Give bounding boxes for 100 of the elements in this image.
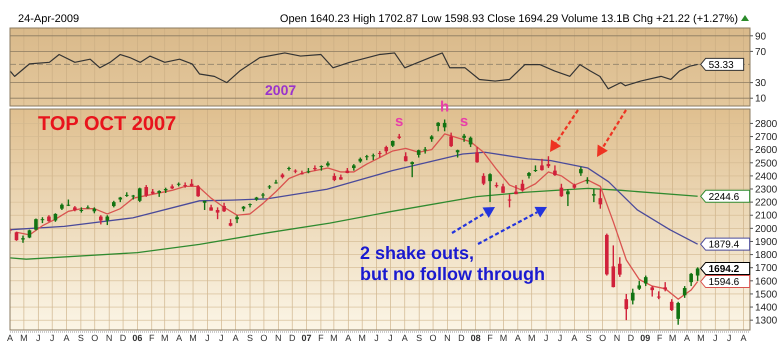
x-tick-label: S <box>416 333 422 343</box>
candlestick <box>40 216 44 224</box>
y-tick-label: 2200 <box>755 198 778 209</box>
candlestick <box>560 183 564 198</box>
x-tick-label: D <box>628 333 635 343</box>
data-label: 2244.6 <box>708 192 740 203</box>
x-tick-label: M <box>500 333 508 343</box>
y-tick-label: 1800 <box>755 250 778 262</box>
x-tick-label: F <box>149 333 156 343</box>
candlestick <box>482 172 486 186</box>
chart-subtitle: Open 1640.23 High 1702.87 Low 1598.93 Close 1694.29 Volume 13.1B Chg +21.22 (+1.27%) <box>280 13 738 25</box>
x-tick-label: A <box>402 333 408 343</box>
line-series <box>16 133 698 300</box>
x-tick-label: J <box>558 333 562 343</box>
candlestick <box>144 184 148 198</box>
y-tick-label: 10 <box>755 94 767 105</box>
candlestick <box>14 230 18 242</box>
text: 1694.2 <box>708 264 740 275</box>
y-tick-label: 1300 <box>755 316 778 327</box>
x-tick-label: N <box>444 333 451 343</box>
x-tick-label: A <box>64 333 70 343</box>
x-tick-label: D <box>288 333 296 343</box>
annotation: s <box>460 112 468 130</box>
candlestick <box>216 206 220 220</box>
candlestick <box>99 214 103 226</box>
candlestick <box>663 281 668 292</box>
candlestick <box>475 146 479 164</box>
candlestick <box>618 256 622 278</box>
y-tick-label: 2300 <box>755 184 778 196</box>
data-label: 1879.4 <box>708 240 740 251</box>
x-tick-label: J <box>712 333 718 343</box>
x-tick-label: S <box>78 333 84 343</box>
candlestick <box>670 298 674 312</box>
x-tick-label: A <box>740 333 747 343</box>
y-tick-label: 70 <box>755 46 767 58</box>
y-tick-label: 1700 <box>755 263 778 274</box>
candlestick <box>488 172 492 203</box>
x-tick-label: N <box>275 333 282 343</box>
candlestick <box>676 301 680 326</box>
candlestick <box>442 118 446 132</box>
x-tick-label: J <box>374 333 379 343</box>
candlestick <box>612 244 616 288</box>
x-tick-label: 06 <box>132 333 142 343</box>
y-tick-label: 90 <box>755 31 767 42</box>
x-tick-label: J <box>726 333 732 343</box>
candlestick <box>449 132 453 148</box>
line-series <box>10 152 698 245</box>
y-tick-label: 1500 <box>755 289 778 300</box>
x-tick-label: M <box>668 333 676 343</box>
candlestick <box>696 266 700 282</box>
data-label: 1594.6 <box>708 277 740 288</box>
x-tick-label: A <box>6 333 14 343</box>
x-tick-label: J <box>205 333 210 343</box>
candlestick <box>514 184 518 195</box>
x-tick-label: 09 <box>640 333 650 343</box>
x-tick-label: N <box>106 333 112 343</box>
x-tick-label: S <box>247 333 254 343</box>
x-tick-label: A <box>571 333 578 343</box>
y-tick-label: 2800 <box>755 118 778 130</box>
candlestick <box>501 183 505 194</box>
text: 24-Apr-2009 <box>18 13 80 25</box>
candlestick <box>410 160 414 178</box>
x-tick-label: A <box>514 333 521 343</box>
x-tick-label: F <box>656 333 663 343</box>
y-tick-label: 2700 <box>755 132 778 144</box>
y-tick-label: 1900 <box>755 236 778 248</box>
candlestick <box>34 218 38 232</box>
candlestick <box>579 166 583 177</box>
y-tick-label: 2400 <box>755 171 778 182</box>
candlestick <box>546 156 550 169</box>
x-tick-label: F <box>318 333 324 343</box>
x-tick-label: O <box>599 333 606 343</box>
candlestick <box>689 272 693 287</box>
candlestick <box>138 186 142 203</box>
y-tick-label: 2000 <box>755 224 778 235</box>
annotation: s <box>395 112 404 130</box>
x-tick-label: M <box>189 333 197 343</box>
x-tick-label: J <box>544 333 548 343</box>
y-tick-label: 1600 <box>755 276 778 288</box>
x-tick-label: D <box>458 333 466 343</box>
x-tick-label: 07 <box>302 333 312 343</box>
candlestick <box>106 214 110 226</box>
candlestick <box>306 167 310 174</box>
annotation: h <box>440 98 450 116</box>
y-tick-label: 2600 <box>755 145 778 156</box>
candlestick <box>644 274 648 287</box>
x-tick-label: M <box>697 333 705 343</box>
x-tick-label: J <box>50 333 54 343</box>
candlestick <box>553 164 557 177</box>
candlestick <box>682 285 686 299</box>
x-tick-label: O <box>91 333 98 343</box>
annotation: TOP OCT 2007 <box>38 113 176 135</box>
x-tick-label: A <box>684 333 690 343</box>
candlestick <box>222 202 226 213</box>
x-tick-label: N <box>614 333 620 343</box>
candlestick <box>520 179 524 192</box>
candlestick <box>508 194 512 208</box>
line-series <box>10 188 698 260</box>
annotation: 2 shake outs, but no follow through <box>360 243 545 284</box>
x-tick-label: A <box>345 333 352 343</box>
